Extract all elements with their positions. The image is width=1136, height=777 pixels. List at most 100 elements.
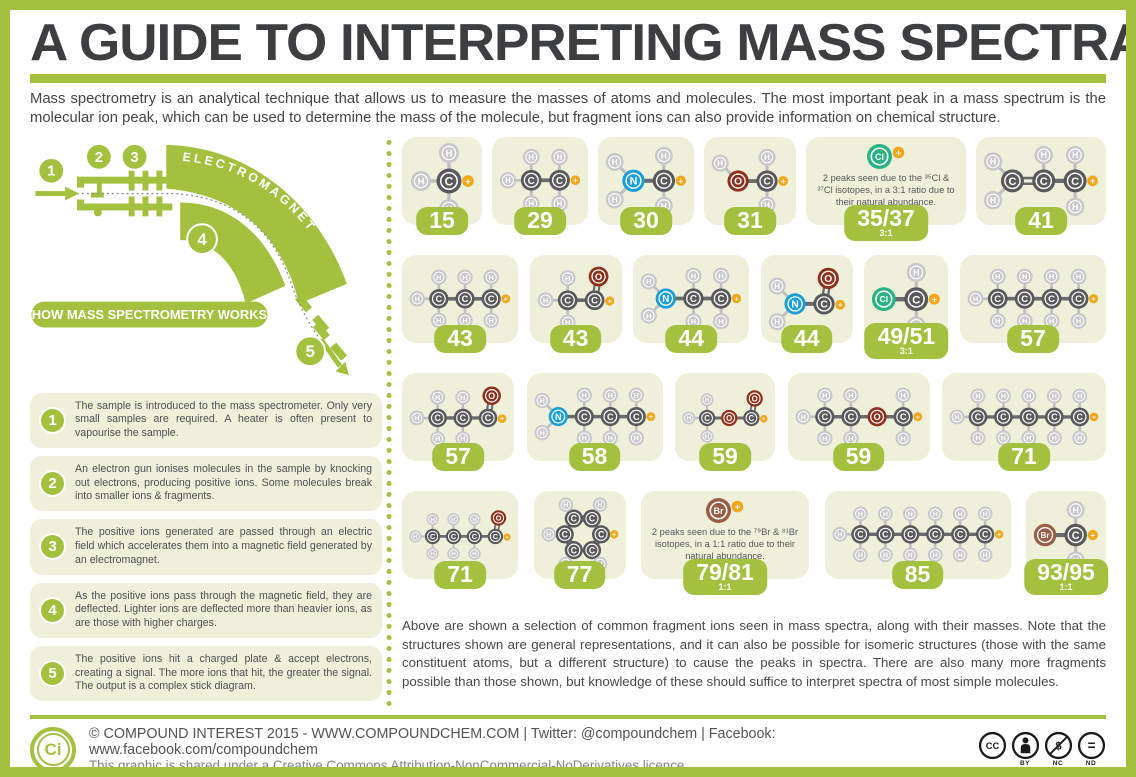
svg-text:C: C xyxy=(1072,530,1080,542)
mass-value: 44 xyxy=(678,324,704,351)
svg-text:+: + xyxy=(505,535,509,541)
svg-text:H: H xyxy=(462,316,467,325)
svg-text:H: H xyxy=(975,434,980,442)
step-item: 4 As the positive ions pass through the m… xyxy=(30,582,382,638)
svg-text:O: O xyxy=(873,412,880,422)
svg-text:H: H xyxy=(489,273,494,282)
fragment-row: C C C O H H H H H +57 N C C C H H H H H H H H +58 C O C O H H H +59 C C O… xyxy=(402,372,1106,491)
svg-text:C: C xyxy=(580,412,587,422)
mass-value: 49/51 xyxy=(877,322,936,349)
svg-text:C: C xyxy=(591,296,598,307)
mass-pill: 30 xyxy=(620,206,672,235)
step-text: The positive ions hit a charged plate & … xyxy=(75,652,372,693)
svg-text:H: H xyxy=(1001,392,1006,400)
fragment-card: N C O H H +44 xyxy=(760,254,853,353)
svg-text:C: C xyxy=(528,176,535,187)
svg-text:H: H xyxy=(1076,272,1081,281)
svg-text:Br: Br xyxy=(714,505,724,515)
fragment-grid: C H H H +15 C C H H H H H +29 N C H H H H +30 O C H H H +31 Cl +2 p… xyxy=(402,136,1108,609)
svg-text:H: H xyxy=(882,553,887,560)
molecule-diagram: C C C H H H H H + xyxy=(983,145,1098,216)
mass-value: 59 xyxy=(845,442,872,469)
intro-paragraph: Mass spectrometry is an analytical techn… xyxy=(30,90,1106,127)
mass-pill: 43 xyxy=(549,324,602,353)
svg-text:H: H xyxy=(612,194,618,204)
main-content: ELECTROMAGNET xyxy=(30,136,1108,710)
svg-text:H: H xyxy=(822,391,827,400)
svg-text:H: H xyxy=(764,200,770,209)
molecule-diagram: C C C O H H H H H + xyxy=(409,386,507,447)
fragment-card: C C C C C C H H H H H H H H H H H H H +85 xyxy=(824,490,1011,589)
svg-text:H: H xyxy=(431,517,435,523)
svg-text:Br: Br xyxy=(1041,531,1051,540)
mass-value: 15 xyxy=(429,206,455,233)
molecule-diagram: C C C C C H H H H H H H H H H H + xyxy=(949,388,1099,446)
svg-text:H: H xyxy=(1049,317,1054,326)
svg-text:+: + xyxy=(504,294,508,303)
svg-text:C: C xyxy=(718,294,725,305)
fragment-card: N C H H H H +30 xyxy=(598,136,694,235)
svg-text:H: H xyxy=(1073,505,1079,515)
step-item: 3 The positive ions generated are passed … xyxy=(30,519,382,575)
svg-text:+: + xyxy=(838,300,843,309)
cc-by-icon: BY xyxy=(1010,731,1040,767)
svg-text:C: C xyxy=(570,546,577,556)
svg-text:C: C xyxy=(588,546,595,556)
mass-value: 77 xyxy=(566,560,593,587)
svg-text:C: C xyxy=(588,514,595,524)
mass-value: 31 xyxy=(737,206,763,233)
step-number-badge: 3 xyxy=(39,533,66,561)
svg-text:H: H xyxy=(633,391,638,400)
mass-pill: 44 xyxy=(665,324,717,353)
mass-pill: 15 xyxy=(416,206,468,235)
mass-pill: 44 xyxy=(780,324,833,353)
svg-text:H: H xyxy=(800,412,805,421)
svg-text:H: H xyxy=(472,551,476,557)
svg-text:H: H xyxy=(460,437,465,444)
mass-value: 44 xyxy=(793,324,820,351)
fragment-card: O C H H H +31 xyxy=(704,136,796,235)
svg-text:H: H xyxy=(973,294,978,303)
svg-text:C: C xyxy=(912,294,920,306)
svg-text:H: H xyxy=(982,553,987,560)
svg-text:C: C xyxy=(1000,412,1007,422)
molecule-diagram: Cl + xyxy=(867,143,905,169)
svg-text:C: C xyxy=(975,412,982,422)
svg-text:H: H xyxy=(1077,392,1082,400)
step-item: 1 The sample is introduced to the mass sp… xyxy=(30,392,382,448)
svg-text:H: H xyxy=(417,176,424,187)
svg-text:H: H xyxy=(1072,202,1078,212)
molecule-diagram: C C O C H H H H H H H + xyxy=(795,387,922,446)
fragment-row: C H H H +15 C C H H H H H +29 N C H H H H +30 O C H H H +31 Cl +2 p… xyxy=(402,136,1106,255)
svg-text:C: C xyxy=(434,414,441,424)
svg-text:H: H xyxy=(995,317,1000,326)
fragment-card: C C H H H H H +29 xyxy=(492,136,588,235)
mass-pill: 41 xyxy=(1015,206,1067,235)
svg-text:+: + xyxy=(465,176,471,187)
molecule-diagram: C C O H H H + xyxy=(537,266,614,331)
svg-text:H: H xyxy=(957,553,962,560)
svg-text:O: O xyxy=(824,274,832,285)
mass-value: 79/81 xyxy=(696,558,754,585)
step-text: The positive ions generated are passed t… xyxy=(75,526,372,566)
svg-text:H: H xyxy=(414,416,419,423)
fragment-card: C C C H H H H H H H +43 xyxy=(402,254,518,353)
svg-text:H: H xyxy=(436,273,441,282)
svg-text:C: C xyxy=(632,412,639,422)
svg-text:H: H xyxy=(563,503,568,510)
svg-text:C: C xyxy=(488,294,495,304)
svg-text:H: H xyxy=(900,434,905,443)
svg-text:H: H xyxy=(612,157,618,167)
svg-text:H: H xyxy=(857,512,862,519)
mass-value: 57 xyxy=(445,442,471,469)
licence-line: This graphic is shared under a Creative … xyxy=(89,758,689,774)
svg-text:+: + xyxy=(932,294,937,304)
svg-text:H: H xyxy=(1076,317,1081,326)
svg-text:H: H xyxy=(505,176,511,185)
svg-text:H: H xyxy=(995,272,1000,281)
molecule-diagram: C C C C H H H H H H H H H + xyxy=(967,268,1099,329)
svg-text:H: H xyxy=(907,553,912,560)
svg-text:+: + xyxy=(762,416,766,423)
mass-pill: 77 xyxy=(553,560,606,589)
